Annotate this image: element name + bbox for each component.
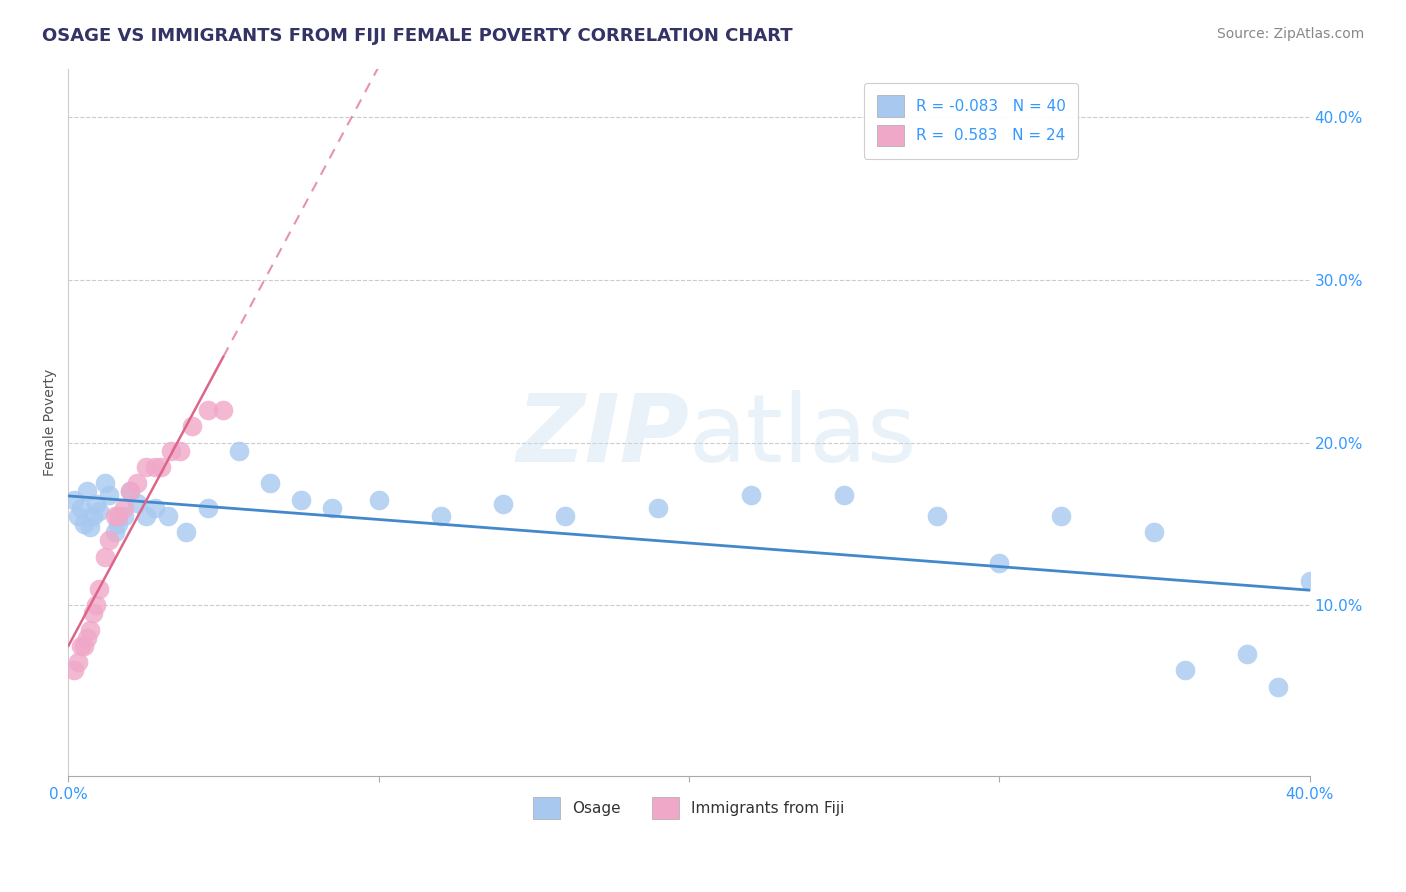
Point [84,599,107,613]
Text: atlas: atlas [689,391,917,483]
Point [135,460,157,475]
Point [1267,680,1289,694]
Point [89,582,111,596]
Point [66,655,89,669]
Point [112,500,135,515]
Point [125,476,148,491]
Point [97,533,120,548]
Point [97,488,120,502]
Text: ZIP: ZIP [516,391,689,483]
Point [79,520,101,534]
Point [554,508,576,523]
Point [69,639,91,653]
Point [197,403,219,417]
Point [76,631,98,645]
Point [63,664,86,678]
Point [367,492,389,507]
Point [169,443,191,458]
Point [647,500,669,515]
Point [112,508,135,523]
Point [429,508,451,523]
Point [66,508,89,523]
Point [143,460,166,475]
Point [73,639,96,653]
Point [79,623,101,637]
Point [104,508,127,523]
Point [197,500,219,515]
Point [174,525,197,540]
Point [143,500,166,515]
Point [125,496,148,510]
Point [228,443,250,458]
Point [259,476,281,491]
Point [290,492,312,507]
Text: Source: ZipAtlas.com: Source: ZipAtlas.com [1216,27,1364,41]
Point [63,492,86,507]
Point [107,516,129,531]
Point [89,504,111,518]
Point [927,508,949,523]
Point [150,460,173,475]
Point [84,498,107,512]
Point [120,484,142,499]
Point [104,525,127,540]
Point [120,484,142,499]
Point [94,476,117,491]
Point [1236,647,1258,661]
Text: OSAGE VS IMMIGRANTS FROM FIJI FEMALE POVERTY CORRELATION CHART: OSAGE VS IMMIGRANTS FROM FIJI FEMALE POV… [42,27,793,45]
Point [82,607,104,621]
Legend: Osage, Immigrants from Fiji: Osage, Immigrants from Fiji [527,791,851,825]
Y-axis label: Female Poverty: Female Poverty [44,368,58,476]
Point [135,508,157,523]
Point [1298,574,1320,588]
Point [212,403,235,417]
Point [1050,508,1073,523]
Point [1174,664,1197,678]
Point [832,488,855,502]
Point [321,500,343,515]
Point [740,488,762,502]
Point [156,508,179,523]
Point [107,508,129,523]
Point [181,419,204,434]
Point [94,549,117,564]
Point [492,498,515,512]
Point [1143,525,1166,540]
Point [73,516,96,531]
Point [988,556,1011,570]
Point [76,484,98,499]
Point [82,508,104,523]
Point [159,443,181,458]
Point [69,500,91,515]
